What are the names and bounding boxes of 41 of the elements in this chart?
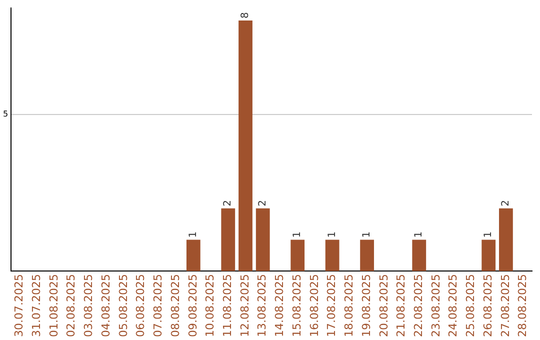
- data-label: 2: [500, 200, 512, 206]
- x-tick-label: 11.08.2025: [220, 274, 234, 338]
- data-label: 1: [362, 231, 373, 238]
- data-label: 1: [292, 231, 304, 238]
- data-label: 1: [414, 231, 425, 238]
- x-tick-label: 24.08.2025: [446, 274, 460, 338]
- data-label: 2: [257, 200, 268, 206]
- x-tick-label: 08.08.2025: [168, 274, 182, 338]
- x-tick-label: 21.08.2025: [394, 274, 408, 338]
- data-label: 8: [240, 12, 252, 19]
- x-tick-label: 16.08.2025: [308, 274, 321, 338]
- x-tick-label: 22.08.2025: [412, 274, 425, 338]
- data-label: 1: [188, 231, 199, 238]
- x-tick-label: 26.08.2025: [481, 274, 494, 338]
- x-tick-label: 18.08.2025: [342, 274, 356, 338]
- y-tick-label: 5: [2, 110, 8, 119]
- x-tick-label: 07.08.2025: [152, 274, 165, 338]
- x-tick-label: 17.08.2025: [325, 274, 338, 338]
- data-label: 2: [222, 200, 234, 206]
- x-tick-label: 10.08.2025: [204, 274, 217, 338]
- x-tick-label: 02.08.2025: [64, 274, 78, 338]
- x-tick-label: 30.07.2025: [12, 274, 26, 338]
- x-tick-label: 05.08.2025: [116, 274, 130, 338]
- x-tick-label: 28.08.2025: [516, 274, 530, 338]
- x-tick-label: 09.08.2025: [186, 274, 200, 338]
- x-tick-label: 06.08.2025: [134, 274, 148, 338]
- x-tick-label: 01.08.2025: [47, 274, 60, 338]
- x-tick-label: 23.08.2025: [429, 274, 442, 338]
- x-tick-label: 25.08.2025: [464, 274, 478, 338]
- x-tick-label: 31.07.2025: [30, 274, 43, 338]
- x-tick-label: 19.08.2025: [360, 274, 373, 338]
- x-tick-label: 12.08.2025: [238, 274, 252, 338]
- x-tick-label: 15.08.2025: [290, 274, 304, 338]
- x-tick-label: 13.08.2025: [256, 274, 269, 338]
- x-tick-label: 03.08.2025: [82, 274, 96, 338]
- data-label: 1: [326, 231, 338, 238]
- x-tick-label: 04.08.2025: [99, 274, 112, 338]
- data-label: 1: [483, 231, 494, 238]
- x-tick-label: 20.08.2025: [377, 274, 390, 338]
- x-tick-label: 27.08.2025: [498, 274, 512, 338]
- x-tick-label: 14.08.2025: [273, 274, 286, 338]
